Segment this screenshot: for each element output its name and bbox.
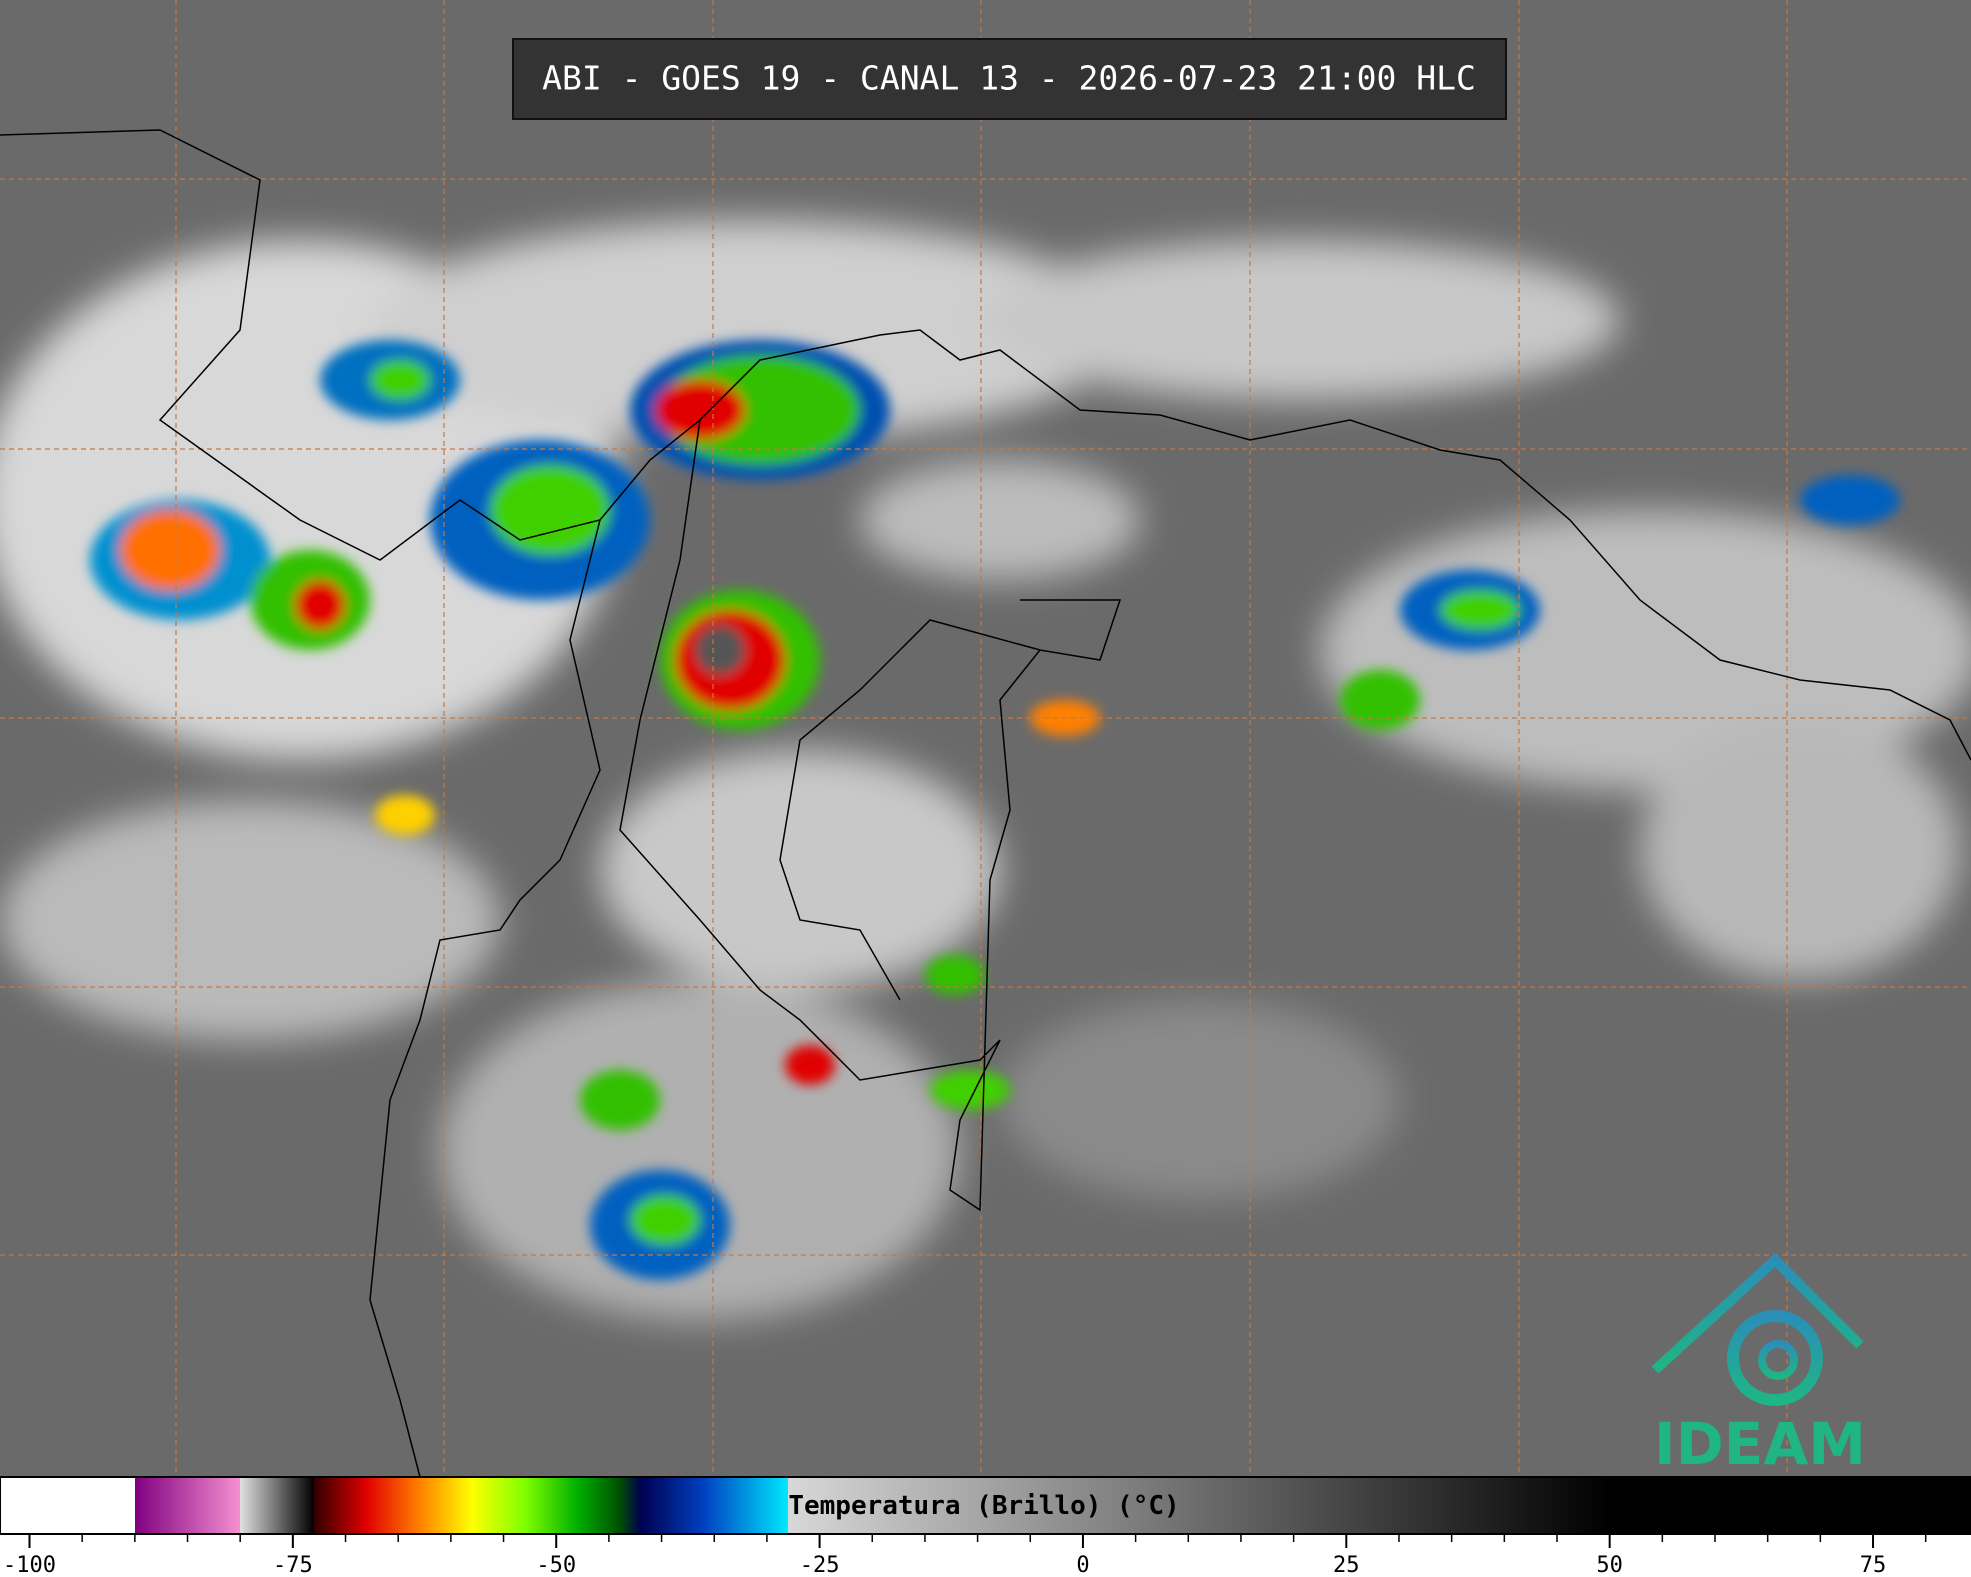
title: ABI - GOES 19 - CANAL 13 - 2026-07-23 21…	[542, 59, 1476, 98]
logo-text: IDEAM	[1654, 1410, 1866, 1478]
colorbar-bar	[0, 1476, 1971, 1535]
colorbar-tick-label: -100	[3, 1553, 56, 1577]
colorbar-tick-label: 50	[1596, 1553, 1623, 1577]
colorbar: Temperatura (Brillo) (°C) -100 -75 -50 -25 0 2…	[0, 1476, 1971, 1577]
clouds	[0, 220, 1971, 1320]
borders	[0, 129, 1971, 1478]
colorbar-tick-label: 0	[1076, 1553, 1089, 1577]
colorbar-tick-label: -50	[536, 1553, 576, 1577]
colorbar-tick-label: 75	[1860, 1553, 1887, 1577]
colorbar-tick-label: 25	[1333, 1553, 1360, 1577]
convection	[90, 340, 1900, 1280]
graticule	[0, 0, 1971, 1477]
logo: IDEAM	[1651, 1253, 1866, 1478]
colorbar-tick-label: -25	[800, 1553, 840, 1577]
title-box	[512, 38, 1507, 120]
colorbar-label: Temperatura (Brillo) (°C)	[788, 1491, 1179, 1521]
colorbar-tick-label: -75	[273, 1553, 313, 1577]
